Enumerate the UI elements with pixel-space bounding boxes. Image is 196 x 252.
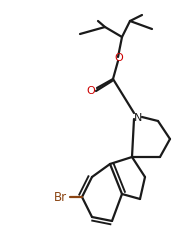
Text: O: O <box>115 53 123 63</box>
Text: N: N <box>134 113 142 122</box>
Text: O: O <box>87 86 95 96</box>
Text: Br: Br <box>54 191 67 204</box>
